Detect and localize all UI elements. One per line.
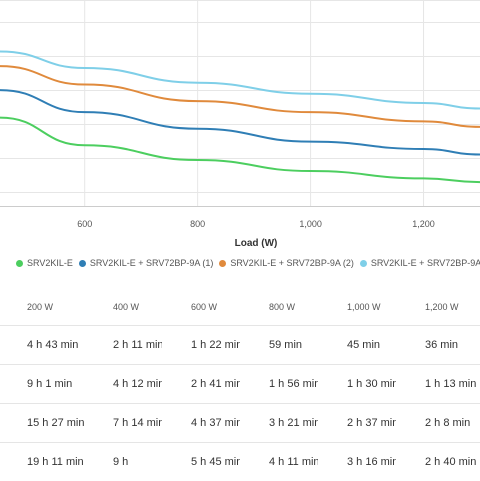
table-cell: 5 h 45 min xyxy=(162,443,240,481)
x-tick-label: 1,200 xyxy=(412,219,435,229)
x-axis-label: Load (W) xyxy=(235,238,278,249)
chart-legend: SRV2KIL-E SRV2KIL-E + SRV72BP-9A (1) SRV… xyxy=(16,258,480,268)
legend-item[interactable]: SRV2KIL-E xyxy=(16,258,73,268)
x-tick-label: 1,000 xyxy=(299,219,322,229)
table-cell: 15 h 27 min xyxy=(0,404,84,443)
legend-item[interactable]: SRV2KIL-E + SRV72BP-9A (1) xyxy=(79,258,213,268)
table-cell: 19 h 11 min xyxy=(0,443,84,481)
x-tick-label: 800 xyxy=(190,219,205,229)
legend-dot-icon xyxy=(79,260,86,267)
table-row: 19 h 11 min 9 h 5 h 45 min 4 h 11 min 3 … xyxy=(0,443,480,481)
table-cell: 2 h 8 min xyxy=(396,404,480,443)
table-row: 15 h 27 min 7 h 14 min 4 h 37 min 3 h 21… xyxy=(0,404,480,443)
table-cell: 2 h 41 min xyxy=(162,365,240,404)
table-cell: 3 h 21 min xyxy=(240,404,318,443)
table-cell: 1 h 56 min xyxy=(240,365,318,404)
table-cell: 9 h 1 min xyxy=(0,365,84,404)
table-cell: 9 h xyxy=(84,443,162,481)
runtime-chart: 600 800 1,000 1,200 Load (W) xyxy=(0,0,480,252)
legend-label: SRV2KIL-E + SRV72BP-9A (3) xyxy=(371,258,480,268)
table-cell: 1 h 13 min xyxy=(396,365,480,404)
table-cell: 2 h 11 min xyxy=(84,326,162,365)
legend-item[interactable]: SRV2KIL-E + SRV72BP-9A (2) xyxy=(219,258,353,268)
legend-dot-icon xyxy=(16,260,23,267)
table-cell: 1 h 30 min xyxy=(318,365,396,404)
table-cell: 59 min xyxy=(240,326,318,365)
table-header-row: 200 W 400 W 600 W 800 W 1,000 W 1,200 W xyxy=(0,288,480,326)
legend-dot-icon xyxy=(219,260,226,267)
table-header-cell: 800 W xyxy=(240,288,318,326)
legend-dot-icon xyxy=(360,260,367,267)
legend-label: SRV2KIL-E xyxy=(27,258,73,268)
series-line-1[interactable] xyxy=(0,118,480,182)
chart-series-lines xyxy=(0,51,480,182)
table-cell: 4 h 37 min xyxy=(162,404,240,443)
table-cell: 3 h 16 min xyxy=(318,443,396,481)
table-header-cell: 200 W xyxy=(0,288,84,326)
table-cell: 2 h 37 min xyxy=(318,404,396,443)
x-tick-label: 600 xyxy=(77,219,92,229)
x-axis-ticks: 600 800 1,000 1,200 xyxy=(77,219,435,229)
legend-label: SRV2KIL-E + SRV72BP-9A (1) xyxy=(90,258,213,268)
series-line-4[interactable] xyxy=(0,51,480,108)
table-cell: 2 h 40 min xyxy=(396,443,480,481)
series-line-3[interactable] xyxy=(0,66,480,127)
table-header-cell: 600 W xyxy=(162,288,240,326)
table-cell: 4 h 43 min xyxy=(0,326,84,365)
table-header-cell: 1,200 W xyxy=(396,288,480,326)
table-cell: 45 min xyxy=(318,326,396,365)
table-cell: 7 h 14 min xyxy=(84,404,162,443)
table-row: 4 h 43 min 2 h 11 min 1 h 22 min 59 min … xyxy=(0,326,480,365)
table-row: 9 h 1 min 4 h 12 min 2 h 41 min 1 h 56 m… xyxy=(0,365,480,404)
legend-label: SRV2KIL-E + SRV72BP-9A (2) xyxy=(230,258,353,268)
runtime-table: 200 W 400 W 600 W 800 W 1,000 W 1,200 W … xyxy=(0,288,480,481)
table-header-cell: 400 W xyxy=(84,288,162,326)
table-cell: 1 h 22 min xyxy=(162,326,240,365)
table-header-cell: 1,000 W xyxy=(318,288,396,326)
legend-item[interactable]: SRV2KIL-E + SRV72BP-9A (3) xyxy=(360,258,480,268)
table-cell: 36 min xyxy=(396,326,480,365)
table-cell: 4 h 12 min xyxy=(84,365,162,404)
table-cell: 4 h 11 min xyxy=(240,443,318,481)
